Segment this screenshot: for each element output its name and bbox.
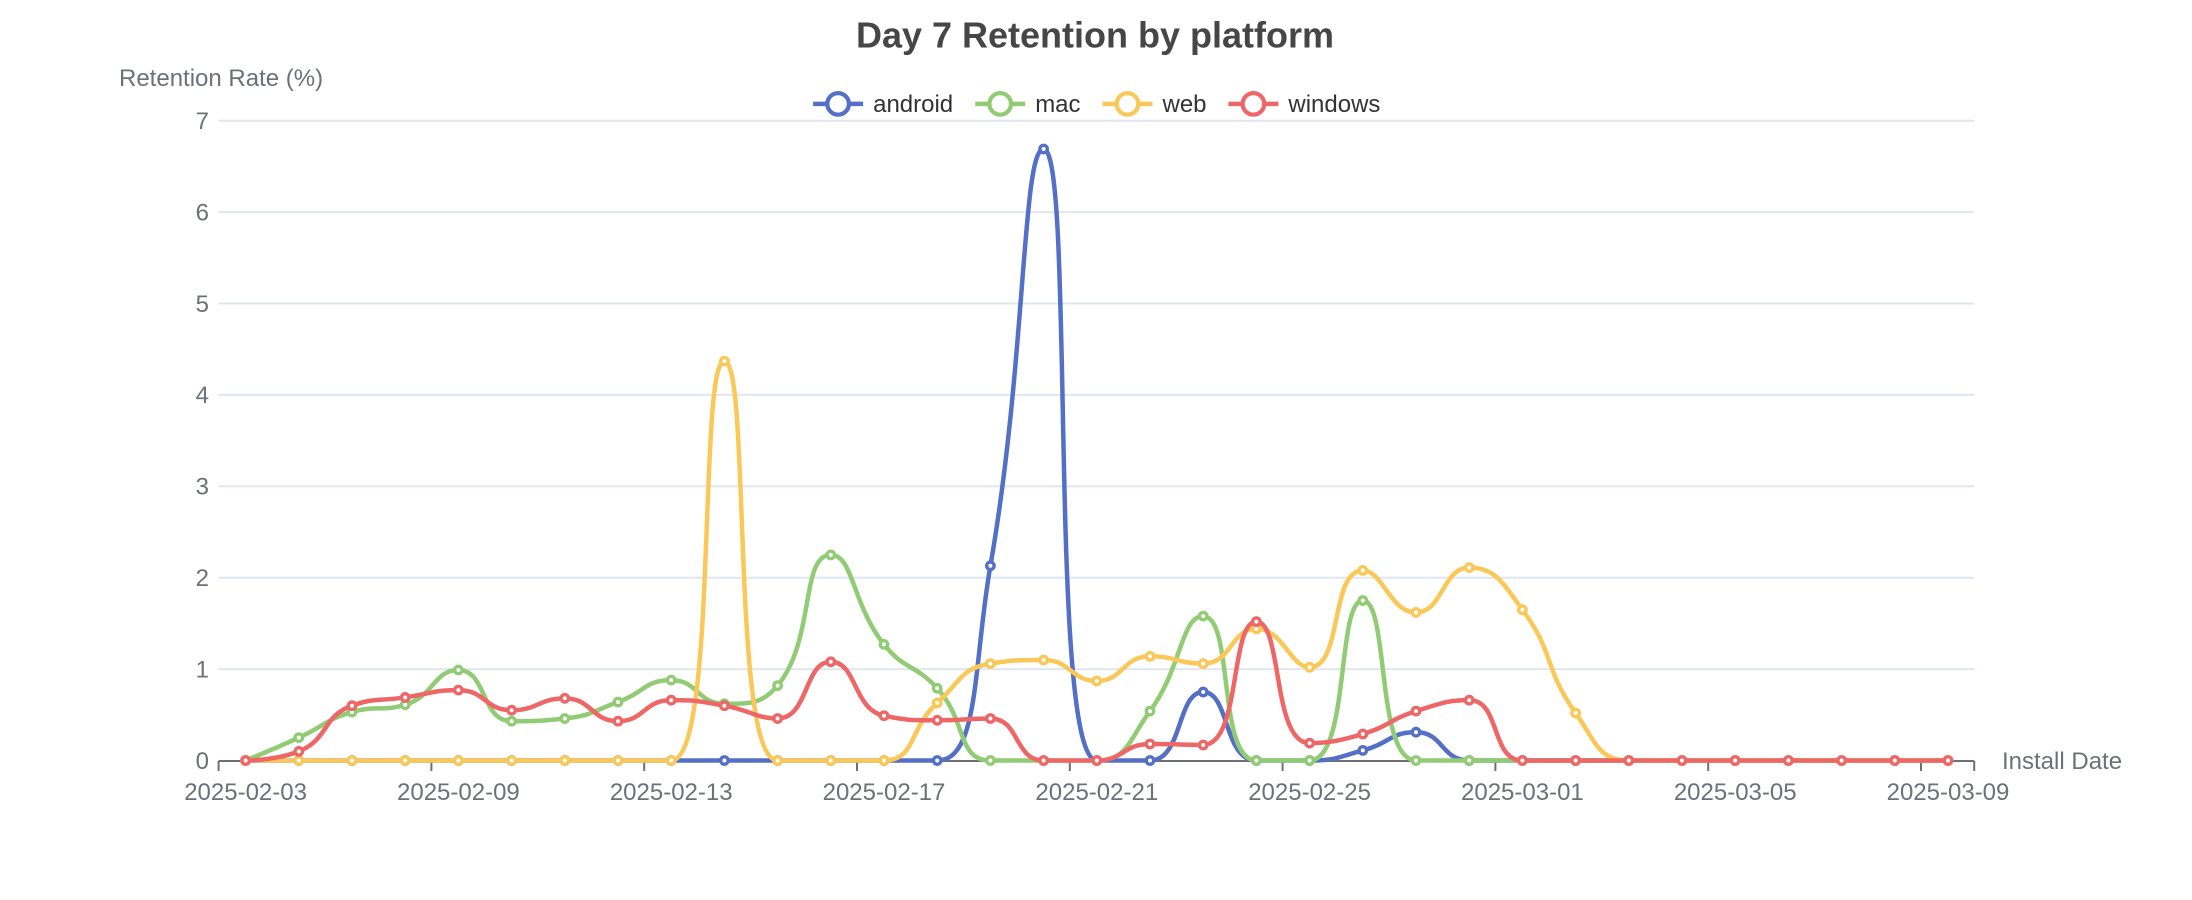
svg-text:2025-02-13: 2025-02-13 [610, 779, 733, 806]
svg-text:2025-03-09: 2025-03-09 [1887, 779, 2010, 806]
svg-text:2025-03-05: 2025-03-05 [1674, 779, 1797, 806]
svg-text:6: 6 [196, 199, 209, 226]
svg-text:7: 7 [196, 108, 209, 135]
svg-text:2: 2 [196, 565, 209, 592]
svg-text:android: android [873, 91, 953, 118]
svg-text:2025-02-09: 2025-02-09 [397, 779, 520, 806]
svg-text:mac: mac [1035, 91, 1080, 118]
svg-text:5: 5 [196, 291, 209, 318]
svg-text:web: web [1162, 91, 1207, 118]
svg-text:3: 3 [196, 474, 209, 501]
svg-text:2025-02-25: 2025-02-25 [1248, 779, 1371, 806]
svg-text:4: 4 [196, 382, 209, 409]
svg-text:1: 1 [196, 656, 209, 683]
svg-text:2025-03-01: 2025-03-01 [1461, 779, 1584, 806]
svg-text:Retention Rate (%): Retention Rate (%) [119, 65, 323, 92]
svg-text:2025-02-21: 2025-02-21 [1035, 779, 1158, 806]
svg-text:Day 7 Retention by platform: Day 7 Retention by platform [856, 15, 1334, 56]
svg-text:0: 0 [196, 748, 209, 775]
svg-text:2025-02-03: 2025-02-03 [184, 779, 307, 806]
svg-text:Install Date: Install Date [2002, 748, 2122, 775]
svg-text:windows: windows [1287, 91, 1380, 118]
svg-text:2025-02-17: 2025-02-17 [823, 779, 946, 806]
